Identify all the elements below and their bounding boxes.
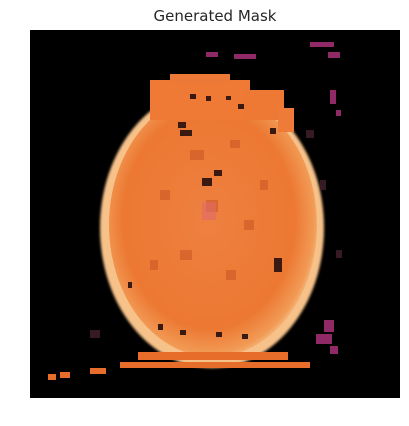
- mask-right-top: [244, 90, 284, 120]
- mask-right-shoulder: [278, 108, 294, 132]
- magenta-speckles: [206, 42, 341, 354]
- bottom-fringe: [48, 352, 310, 380]
- figure-title: Generated Mask: [153, 7, 277, 25]
- dim-speckles: [90, 130, 342, 338]
- mask-top: [150, 80, 250, 120]
- mask-body: [109, 93, 317, 357]
- generated-mask-image: [30, 30, 400, 398]
- mask-top-edge: [170, 74, 230, 84]
- center-tint: [202, 202, 216, 220]
- dark-specks: [128, 94, 282, 339]
- mask-svg: [30, 30, 400, 398]
